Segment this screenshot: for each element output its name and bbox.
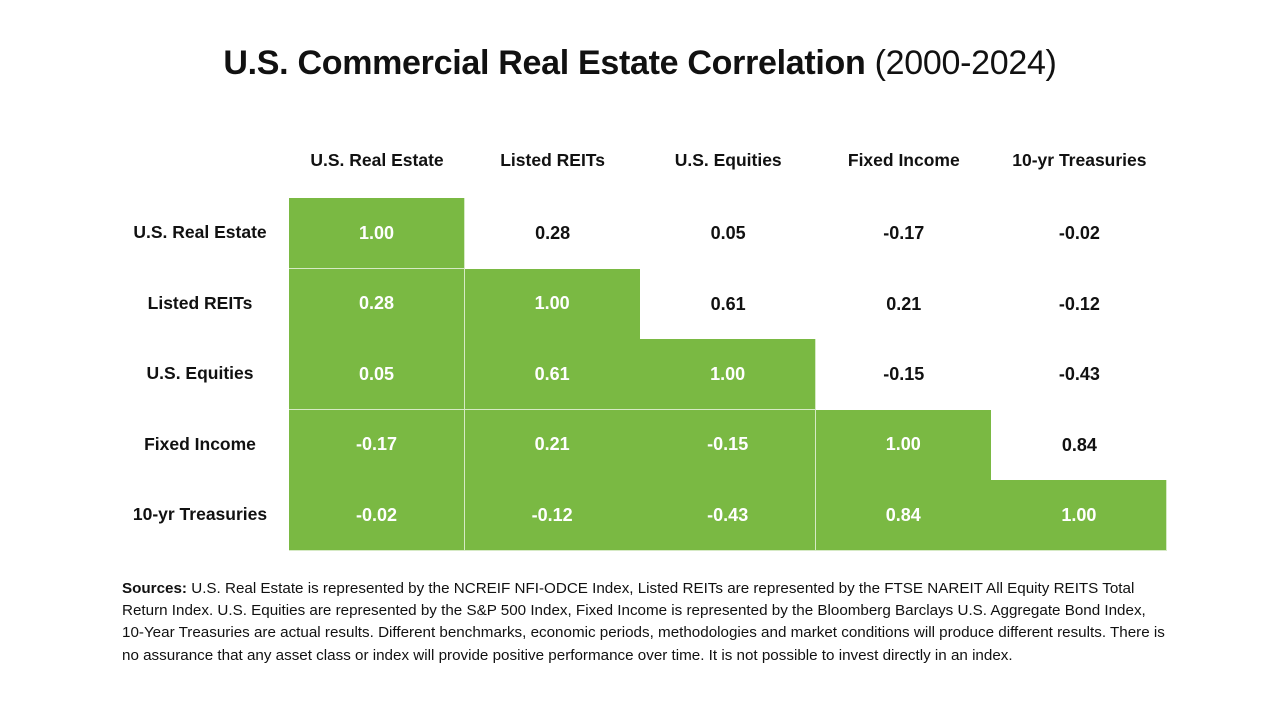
correlation-cell: 0.84 [815,480,992,552]
diagonal-cell: 1.00 [289,198,465,269]
correlation-cell: 0.28 [464,198,641,269]
correlation-cell: 0.21 [464,409,641,481]
correlation-cell: -0.43 [640,480,817,552]
correlation-cell: -0.02 [991,198,1168,269]
correlation-cell: -0.12 [991,268,1168,340]
sources-label: Sources: [122,580,187,597]
diagonal-cell: 1.00 [991,480,1168,552]
correlation-cell: -0.15 [815,339,992,411]
correlation-cell: 0.61 [640,268,817,340]
diagonal-cell: 1.00 [815,409,992,481]
correlation-cell: -0.17 [289,409,465,481]
diagonal-cell: 1.00 [640,339,817,411]
correlation-cell: 0.61 [464,339,641,411]
column-header: 10-yr Treasuries [1012,150,1147,170]
chart-title: U.S. Commercial Real Estate Correlation … [0,44,1280,83]
correlation-cell: -0.17 [815,198,992,269]
correlation-cell: 0.05 [289,339,465,411]
correlation-cell: -0.12 [464,480,641,552]
column-header: Listed REITs [500,150,605,170]
sources-note: Sources: U.S. Real Estate is represented… [122,578,1167,667]
chart-title-period: (2000-2024) [874,44,1057,82]
row-header: 10-yr Treasuries [132,504,268,525]
diagonal-cell: 1.00 [464,268,641,340]
column-header: U.S. Equities [674,150,782,170]
sources-text: U.S. Real Estate is represented by the N… [122,580,1165,664]
row-header: Fixed Income [144,433,256,454]
correlation-cell: 0.05 [640,198,817,269]
chart-title-main: U.S. Commercial Real Estate Correlation [223,44,866,82]
row-header: U.S. Equities [146,363,254,384]
correlation-cell: -0.15 [640,409,817,481]
correlation-cell: 0.84 [991,409,1168,481]
column-header: Fixed Income [847,150,960,170]
column-header: U.S. Real Estate [310,150,444,170]
correlation-cell: -0.43 [991,339,1168,411]
row-header: Listed REITs [147,292,253,313]
row-header: U.S. Real Estate [133,222,267,242]
correlation-cell: -0.02 [289,480,465,552]
correlation-cell: 0.21 [815,268,992,340]
correlation-cell: 0.28 [289,268,465,340]
